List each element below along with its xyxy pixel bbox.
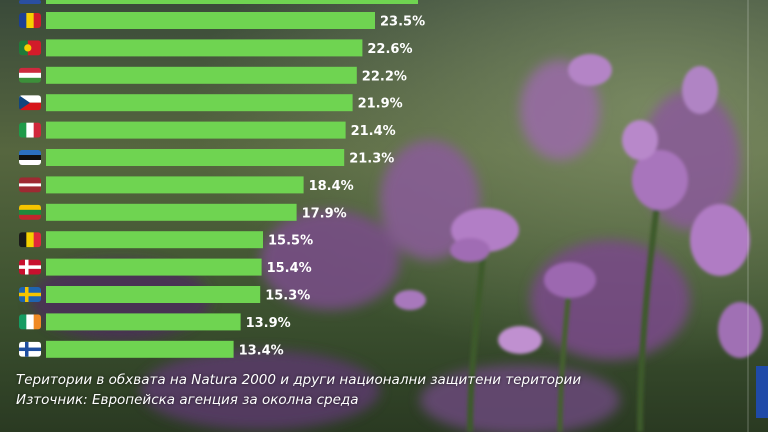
value-label-finland: 13.4% <box>239 343 284 358</box>
bar-ireland <box>46 313 241 331</box>
bar-hungary <box>46 66 357 84</box>
value-label-hungary: 22.2% <box>362 69 407 84</box>
bar-portugal <box>46 39 363 57</box>
value-label-lithuania: 17.9% <box>302 206 347 221</box>
flag-belgium-icon <box>19 232 41 248</box>
caption-description: Територии в обхвата на Natura 2000 и дру… <box>16 372 582 388</box>
bar-belgium <box>46 231 263 249</box>
value-label-sweden: 15.3% <box>265 289 310 304</box>
flag-romania-icon <box>19 13 41 28</box>
flag-italy-icon <box>19 122 41 138</box>
value-label-denmark: 15.4% <box>267 261 312 276</box>
value-label-belgium: 15.5% <box>268 234 313 249</box>
bar-denmark <box>46 258 262 276</box>
bar-sweden <box>46 286 261 303</box>
partial-bar-top <box>46 0 418 4</box>
caption-source: Източник: Европейска агенция за околна с… <box>16 392 359 408</box>
flag-sweden-icon <box>19 287 41 302</box>
bar-czechia <box>46 94 353 112</box>
flag-czechia-icon <box>19 95 41 111</box>
partial-flag-top <box>19 0 41 4</box>
bar-romania <box>46 12 375 29</box>
flag-finland-icon <box>19 341 41 357</box>
bar-finland <box>46 340 234 358</box>
bar-lithuania <box>46 203 297 221</box>
flag-hungary-icon <box>19 67 41 83</box>
value-label-latvia: 18.4% <box>309 179 354 194</box>
flag-estonia-icon <box>19 150 41 165</box>
flag-ireland-icon <box>19 314 41 330</box>
eu-logo-edge <box>756 366 768 418</box>
bar-latvia <box>46 176 304 194</box>
bar-italy <box>46 121 346 139</box>
value-label-czechia: 21.9% <box>358 97 403 112</box>
value-label-romania: 23.5% <box>380 15 425 30</box>
value-label-ireland: 13.9% <box>246 316 291 331</box>
value-label-italy: 21.4% <box>351 124 396 139</box>
flag-denmark-icon <box>19 259 41 275</box>
flag-portugal-icon <box>19 40 41 56</box>
flag-lithuania-icon <box>19 204 41 220</box>
value-label-portugal: 22.6% <box>367 42 412 57</box>
value-label-estonia: 21.3% <box>349 152 394 167</box>
bar-estonia <box>46 149 345 166</box>
flag-latvia-icon <box>19 177 41 193</box>
